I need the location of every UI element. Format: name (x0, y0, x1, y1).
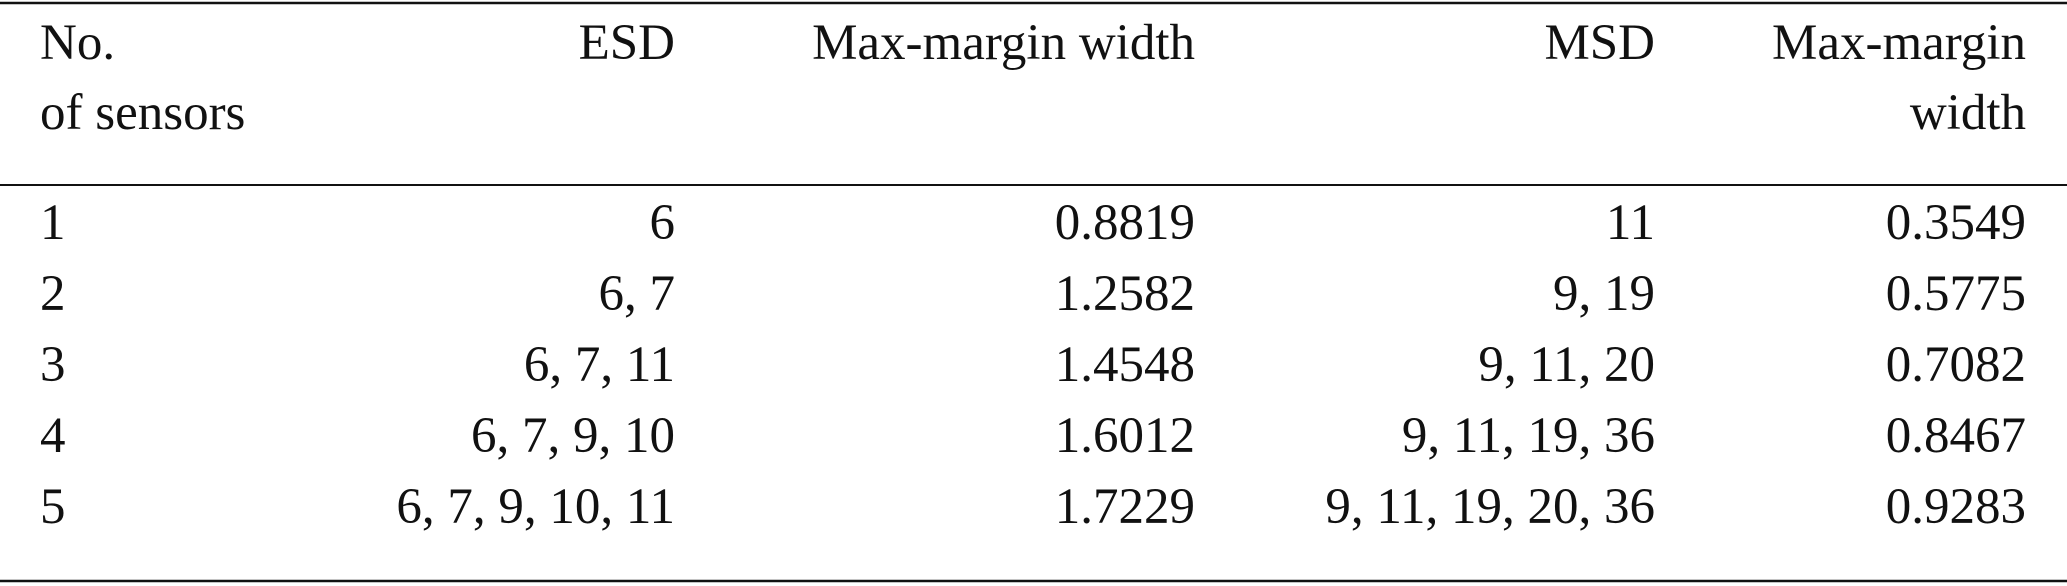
table-cell: 9, 19 (1553, 266, 1655, 322)
table-cell: 9, 11, 20 (1478, 337, 1655, 393)
header-cell: Max-margin (1772, 15, 2026, 71)
table-cell: 1.2582 (1055, 266, 1195, 322)
table-cell: 1.4548 (1055, 337, 1195, 393)
table-cell: 6 (650, 195, 676, 251)
table-cell: 0.9283 (1886, 479, 2026, 535)
table-cell: 1.6012 (1055, 408, 1195, 464)
table-cell: 0.7082 (1886, 337, 2026, 393)
header-cell: ESD (579, 15, 675, 71)
table-cell: 0.8819 (1055, 195, 1195, 251)
header-cell: MSD (1544, 15, 1655, 71)
table-cell: 3 (40, 337, 66, 393)
table-cell: 0.8467 (1886, 408, 2026, 464)
table-cell: 4 (40, 408, 66, 464)
header-cell: No. (40, 15, 115, 71)
table-cell: 11 (1606, 195, 1655, 251)
header-cell: Max-margin width (812, 15, 1195, 71)
table-cell: 1 (40, 195, 66, 251)
table-cell: 9, 11, 19, 20, 36 (1325, 479, 1655, 535)
table-cell: 0.3549 (1886, 195, 2026, 251)
table-cell: 6, 7, 9, 10 (471, 408, 675, 464)
table-cell: 5 (40, 479, 66, 535)
table-cell: 1.7229 (1055, 479, 1195, 535)
table-cell: 0.5775 (1886, 266, 2026, 322)
header-cell: width (1910, 85, 2026, 141)
table-cell: 6, 7, 11 (524, 337, 675, 393)
table-cell: 9, 11, 19, 36 (1402, 408, 1655, 464)
header-cell: of sensors (40, 85, 245, 141)
table-cell: 6, 7, 9, 10, 11 (396, 479, 675, 535)
table-cell: 6, 7 (599, 266, 676, 322)
table-cell: 2 (40, 266, 66, 322)
